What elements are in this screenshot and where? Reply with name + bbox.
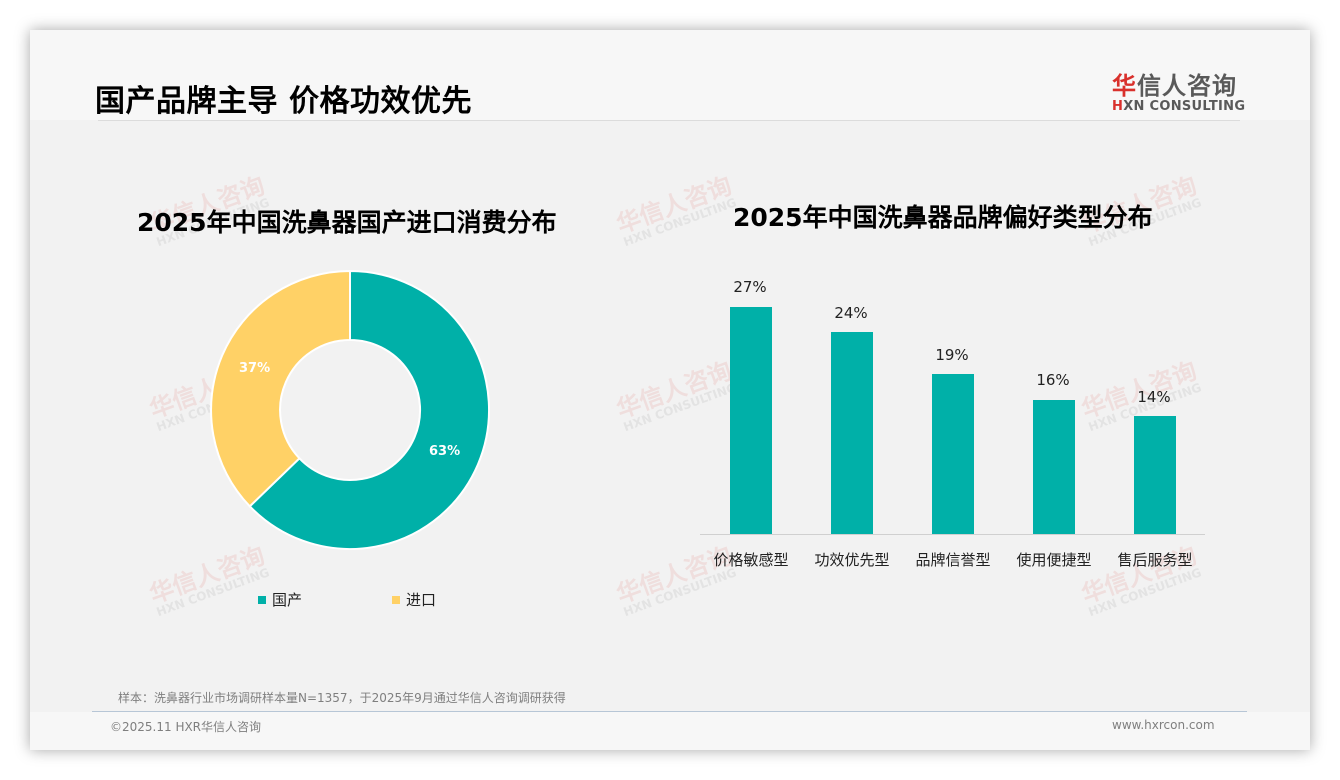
legend-swatch-yellow <box>392 595 400 604</box>
website-link[interactable]: www.hxrcon.com <box>1112 718 1215 732</box>
bar-value: 27% <box>733 278 767 296</box>
donut-label-import: 37% <box>239 361 271 376</box>
sample-note: 样本：洗鼻器行业市场调研样本量N=1357，于2025年9月通过华信人咨询调研获… <box>118 691 566 705</box>
donut-slice-import[interactable] <box>210 269 351 508</box>
title-divider <box>98 120 1240 121</box>
bar-after-sales[interactable] <box>1134 416 1176 534</box>
company-logo: 华信人咨询 HXN CONSULTING <box>1112 66 1252 114</box>
logo-accent: 华 <box>1112 72 1137 100</box>
x-axis-label: 使用便捷型 <box>1016 551 1092 569</box>
x-axis <box>700 534 1205 535</box>
bar-price-sensitive[interactable] <box>730 307 772 534</box>
logo-cn-text: 信人咨询 <box>1137 72 1237 100</box>
x-axis-label: 价格敏感型 <box>713 551 789 569</box>
legend-item-import: 进口 <box>392 589 436 610</box>
x-axis-label: 售后服务型 <box>1117 551 1193 569</box>
x-axis-label: 功效优先型 <box>814 551 890 569</box>
legend-label: 国产 <box>272 591 303 609</box>
footer-band <box>30 712 1310 750</box>
bar-ease-of-use[interactable] <box>1033 400 1075 534</box>
logo-cn: 华信人咨询 <box>1112 66 1252 101</box>
bar-efficacy-first[interactable] <box>831 332 873 534</box>
bar-value: 16% <box>1036 371 1070 389</box>
donut-chart-title: 2025年中国洗鼻器国产进口消费分布 <box>137 208 557 237</box>
legend-label: 进口 <box>406 591 437 609</box>
legend-swatch-teal <box>258 595 266 604</box>
copyright: ©2025.11 HXR华信人咨询 <box>110 720 262 734</box>
logo-en-accent: H <box>1112 99 1124 114</box>
bar-chart: 27% 24% 19% 16% 14% 价格敏感型 功效优先型 品牌信誉型 使用… <box>700 270 1205 569</box>
logo-en: HXN CONSULTING <box>1112 99 1252 114</box>
x-axis-label: 品牌信誉型 <box>915 551 991 569</box>
donut-label-domestic: 63% <box>429 444 461 459</box>
bar-value: 24% <box>834 304 868 322</box>
donut-chart: 63% 37% <box>210 269 491 550</box>
header-band <box>30 30 1310 120</box>
donut-svg <box>210 269 491 550</box>
bar-value: 14% <box>1137 388 1171 406</box>
donut-slice-domestic[interactable] <box>248 269 491 550</box>
bar-chart-title: 2025年中国洗鼻器品牌偏好类型分布 <box>733 203 1153 232</box>
slide: 国产品牌主导 价格功效优先 华信人咨询 HXN CONSULTING 华信人咨询… <box>30 30 1310 750</box>
footer-divider <box>92 711 1247 712</box>
bar-brand-reputation[interactable] <box>932 374 974 534</box>
legend-item-domestic: 国产 <box>258 589 302 610</box>
bar-value: 19% <box>935 346 969 364</box>
page-title: 国产品牌主导 价格功效优先 <box>95 84 472 119</box>
logo-en-text: XN CONSULTING <box>1123 99 1246 114</box>
